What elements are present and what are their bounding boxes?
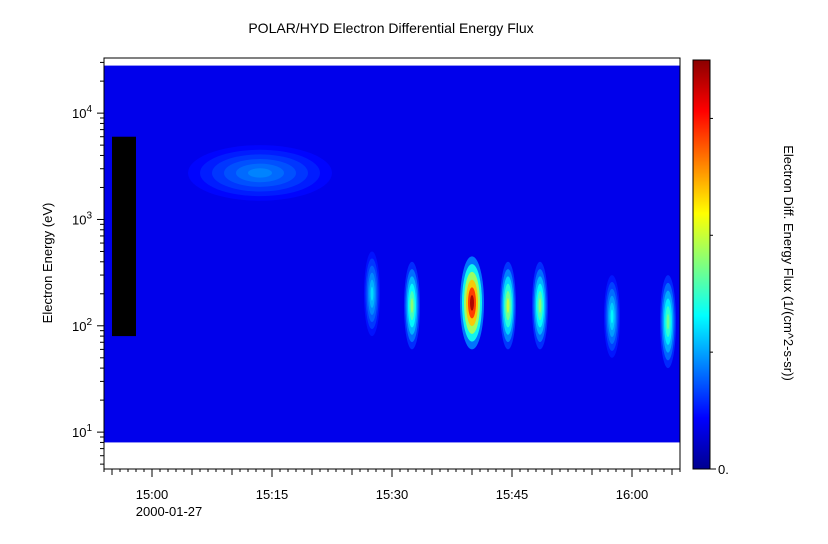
heatmap-background xyxy=(104,65,680,443)
y-axis: 101 102 103 104 xyxy=(72,61,104,465)
y-tick-label: 102 xyxy=(72,317,92,334)
colorbar-tick-label: 0. xyxy=(718,462,729,477)
date-label: 2000-01-27 xyxy=(136,504,203,519)
y-tick-label: 104 xyxy=(72,104,92,121)
y-tick-label: 103 xyxy=(72,210,92,227)
x-tick-label: 15:45 xyxy=(496,487,529,502)
x-tick-label: 15:15 xyxy=(256,487,289,502)
heatmap-feature-data-gap xyxy=(112,136,136,337)
heatmap-area xyxy=(104,65,680,443)
x-tick-label: 15:30 xyxy=(376,487,409,502)
colorbar-label: Electron Diff. Energy Flux (1/(cm^2-s-sr… xyxy=(781,145,796,381)
x-axis: 15:00 15:15 15:30 15:45 16:00 xyxy=(103,469,681,502)
heatmap-feature-burst xyxy=(532,261,548,350)
chart-title: POLAR/HYD Electron Differential Energy F… xyxy=(248,20,533,36)
colorbar-axis: 0.5×10710×10715×107 xyxy=(710,117,729,477)
colorbar xyxy=(692,59,711,470)
x-tick-label: 15:00 xyxy=(136,487,169,502)
heatmap-feature-burst xyxy=(460,256,484,350)
x-tick-label: 16:00 xyxy=(616,487,649,502)
y-axis-label: Electron Energy (eV) xyxy=(40,203,55,324)
heatmap-feature-warm-band xyxy=(188,145,332,201)
y-tick-label: 101 xyxy=(72,423,92,440)
heatmap-feature-burst xyxy=(500,261,516,350)
heatmap-feature-burst xyxy=(364,251,380,337)
heatmap-feature-burst xyxy=(604,275,620,358)
heatmap-feature-burst xyxy=(660,275,676,369)
heatmap-feature-burst xyxy=(404,261,420,350)
